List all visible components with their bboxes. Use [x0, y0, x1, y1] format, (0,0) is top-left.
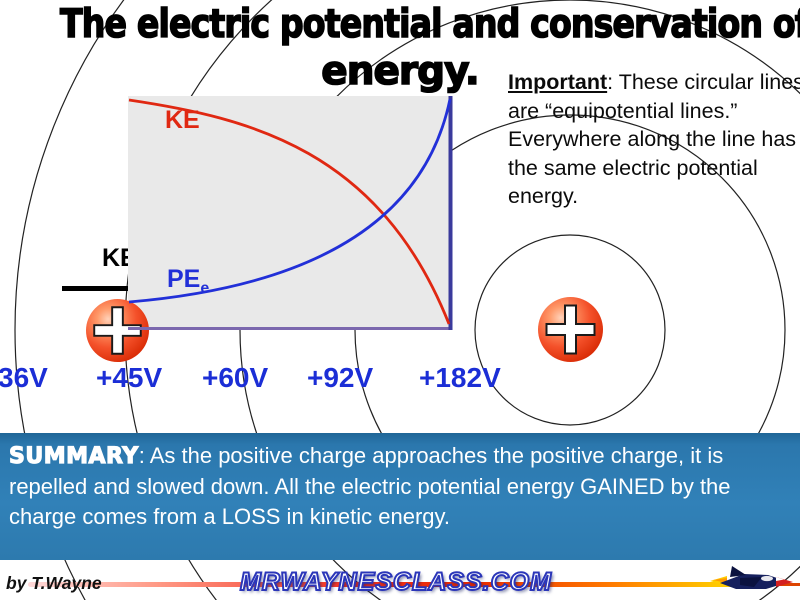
voltage-label-182v: +182V	[419, 362, 501, 393]
voltage-label-92v: +92V	[307, 362, 374, 393]
voltage-label-36v: 36V	[0, 362, 48, 393]
website-link[interactable]: MRWAYNESCLASS.COM	[239, 567, 552, 597]
plus-icon	[93, 306, 142, 355]
author-credit: by T.Wayne	[6, 573, 102, 593]
charge-sphere	[538, 297, 603, 362]
speed-line	[28, 582, 738, 587]
charge-sphere	[86, 299, 149, 362]
important-note: Important: These circular lines are “equ…	[508, 68, 800, 211]
slide-title: The electric potential and conservation …	[0, 1, 800, 95]
plus-icon	[545, 304, 596, 355]
title-line-2: energy.	[320, 48, 480, 95]
summary-box: SUMMARY: As the positive charge approach…	[0, 433, 800, 560]
summary-heading: SUMMARY	[8, 443, 139, 469]
speed-line-tip	[778, 583, 800, 586]
fixed-positive-charge	[538, 297, 603, 362]
pe-subscript: e	[200, 280, 210, 297]
moving-positive-charge	[86, 299, 149, 362]
jet-plane-icon	[710, 566, 793, 589]
voltage-label-45v: +45V	[96, 362, 163, 393]
voltage-label-60v: +60V	[202, 362, 269, 393]
important-heading: Important	[508, 70, 608, 94]
pe-curve-label: PEe	[167, 265, 210, 297]
important-body: : These circular lines are “equipotentia…	[508, 70, 800, 208]
summary-body: : As the positive charge approaches the …	[9, 443, 731, 529]
title-line-1: The electric potential and conservation …	[59, 1, 800, 48]
occluded-underline	[62, 286, 129, 291]
ke-curve-label: KE	[165, 106, 200, 134]
